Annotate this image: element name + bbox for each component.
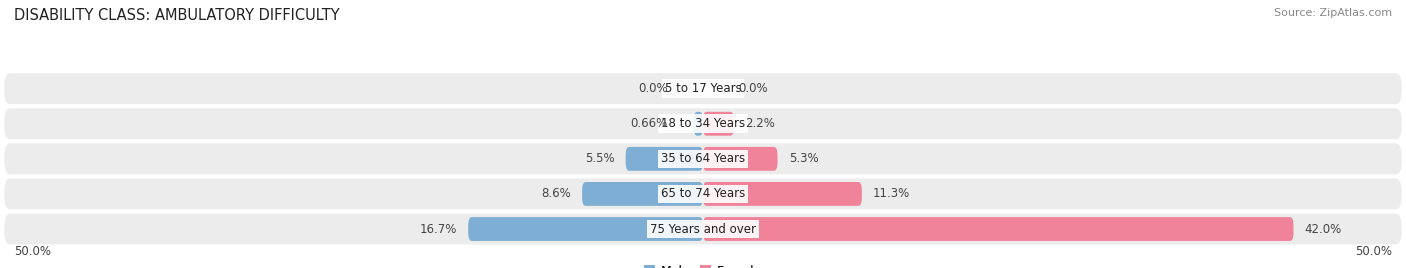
FancyBboxPatch shape [693,112,703,136]
Text: 0.66%: 0.66% [631,117,668,130]
Text: 5.5%: 5.5% [585,152,614,165]
FancyBboxPatch shape [703,182,862,206]
Text: 2.2%: 2.2% [745,117,775,130]
FancyBboxPatch shape [703,147,778,171]
FancyBboxPatch shape [626,147,703,171]
Text: 0.0%: 0.0% [738,82,768,95]
Text: 35 to 64 Years: 35 to 64 Years [661,152,745,165]
FancyBboxPatch shape [468,217,703,241]
Text: 5.3%: 5.3% [789,152,818,165]
FancyBboxPatch shape [582,182,703,206]
Text: 50.0%: 50.0% [1355,245,1392,258]
FancyBboxPatch shape [4,214,1402,244]
Text: Source: ZipAtlas.com: Source: ZipAtlas.com [1274,8,1392,18]
Legend: Male, Female: Male, Female [640,260,766,268]
Text: 75 Years and over: 75 Years and over [650,222,756,236]
Text: 50.0%: 50.0% [14,245,51,258]
Text: 42.0%: 42.0% [1305,222,1341,236]
Text: 16.7%: 16.7% [419,222,457,236]
FancyBboxPatch shape [4,73,1402,104]
FancyBboxPatch shape [4,178,1402,209]
Text: 65 to 74 Years: 65 to 74 Years [661,187,745,200]
FancyBboxPatch shape [703,217,1294,241]
FancyBboxPatch shape [4,143,1402,174]
Text: DISABILITY CLASS: AMBULATORY DIFFICULTY: DISABILITY CLASS: AMBULATORY DIFFICULTY [14,8,340,23]
Text: 5 to 17 Years: 5 to 17 Years [665,82,741,95]
Text: 0.0%: 0.0% [638,82,668,95]
FancyBboxPatch shape [703,112,734,136]
FancyBboxPatch shape [4,108,1402,139]
Text: 11.3%: 11.3% [873,187,910,200]
Text: 18 to 34 Years: 18 to 34 Years [661,117,745,130]
Text: 8.6%: 8.6% [541,187,571,200]
